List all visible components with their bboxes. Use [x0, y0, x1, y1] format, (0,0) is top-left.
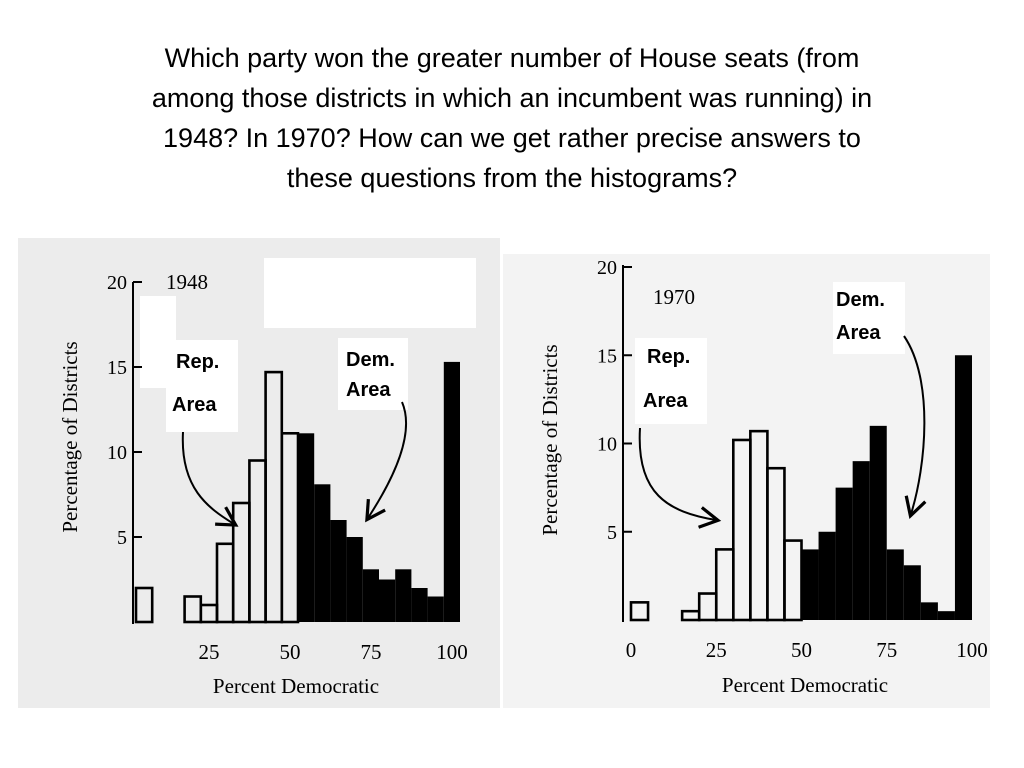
chart-1970: 1970 Percentage of Districts Percent Dem…	[538, 257, 988, 697]
dem-bar	[298, 433, 315, 622]
x-tick-label: 75	[876, 638, 897, 662]
dem-label-box	[338, 338, 408, 410]
dem-bar	[395, 569, 412, 622]
dem-bar	[818, 531, 836, 620]
x-tick-label: 75	[361, 640, 382, 664]
rep-bar	[783, 539, 803, 622]
dem-bar	[443, 361, 460, 622]
rep-bar	[697, 592, 718, 622]
y-tick-label: 10	[597, 434, 617, 456]
rep-area-label-1: Rep.	[176, 351, 219, 373]
dem-label-box	[833, 282, 905, 354]
x-tick-label: 25	[706, 638, 727, 662]
rep-bar	[680, 609, 701, 622]
y-tick-label: 20	[597, 257, 617, 279]
question-text: Which party won the greater number of Ho…	[40, 38, 984, 198]
dem-bar	[937, 611, 955, 620]
rep-area-label-2: Area	[643, 390, 688, 412]
rep-bar	[215, 542, 235, 624]
dem-bar	[330, 520, 347, 622]
dem-bar	[379, 579, 396, 622]
rep-label-box	[635, 338, 707, 424]
x-tick-label: 50	[280, 640, 301, 664]
chart-1948: 1948 Percentage of Districts Percent Dem…	[58, 270, 468, 698]
dem-bar	[852, 461, 870, 620]
x-axis-label: Percent Democratic	[213, 674, 379, 698]
dem-area-label-2: Area	[346, 379, 391, 401]
y-tick-label: 5	[607, 522, 617, 544]
dem-bar	[954, 355, 972, 620]
x-tick-label: 25	[199, 640, 220, 664]
dem-bar	[869, 425, 887, 620]
question-line-1: Which party won the greater number of Ho…	[164, 43, 860, 73]
chart-title: 1970	[653, 285, 695, 309]
histogram-1948-panel	[18, 238, 500, 708]
chart-title: 1948	[166, 270, 208, 294]
x-tick-label: 100	[956, 638, 988, 662]
rep-area-label-1: Rep.	[647, 346, 690, 368]
scan-whiteout	[503, 232, 990, 254]
x-tick-label: 50	[791, 638, 812, 662]
rep-label-box	[166, 340, 238, 432]
dem-bar	[903, 565, 921, 620]
dem-bar	[427, 596, 444, 622]
rep-bar	[731, 438, 752, 622]
dem-area-label-2: Area	[836, 322, 881, 344]
dem-arrow	[365, 401, 407, 523]
x-tick-label: 0	[626, 638, 637, 662]
histogram-1970-panel	[503, 232, 990, 708]
rep-bar	[766, 466, 786, 622]
dem-bar	[362, 569, 379, 622]
x-tick-label: 100	[436, 640, 468, 664]
rep-bar	[714, 548, 735, 622]
dem-arrow	[903, 335, 927, 520]
rep-arrow	[181, 431, 239, 527]
dem-bar	[411, 588, 428, 622]
rep-bar	[231, 501, 251, 624]
y-tick-label: 10	[107, 442, 127, 464]
y-tick-label: 5	[117, 527, 127, 549]
rep-bar	[199, 603, 219, 624]
rep-bar	[183, 595, 203, 624]
y-axis-label: Percentage of Districts	[538, 344, 562, 535]
y-tick-label: 20	[107, 272, 127, 294]
rep-area-label-2: Area	[172, 394, 217, 416]
dem-bar	[801, 549, 819, 620]
y-tick-label: 15	[597, 345, 617, 367]
rep-arrow	[638, 427, 722, 529]
rep-bar	[280, 431, 300, 624]
question-line-2: among those districts in which an incumb…	[151, 83, 873, 113]
dem-bar	[346, 537, 363, 622]
dem-bar	[920, 602, 938, 620]
dem-area-label-1: Dem.	[346, 349, 395, 371]
rep-bar	[629, 601, 650, 622]
dem-area-label-1: Dem.	[836, 289, 885, 311]
scan-whiteout	[264, 258, 476, 328]
rep-bar	[264, 370, 284, 624]
x-axis-label: Percent Democratic	[722, 673, 888, 697]
y-axis-label: Percentage of Districts	[58, 341, 82, 532]
y-tick-label: 15	[107, 357, 127, 379]
dem-bar	[835, 487, 853, 620]
rep-bar	[248, 459, 267, 624]
rep-bar	[749, 429, 769, 622]
question-line-3: 1948? In 1970? How can we get rather pre…	[163, 123, 861, 153]
question-line-4: these questions from the histograms?	[286, 163, 738, 193]
rep-bar	[134, 586, 154, 624]
dem-bar	[314, 484, 331, 622]
dem-bar	[886, 549, 904, 620]
